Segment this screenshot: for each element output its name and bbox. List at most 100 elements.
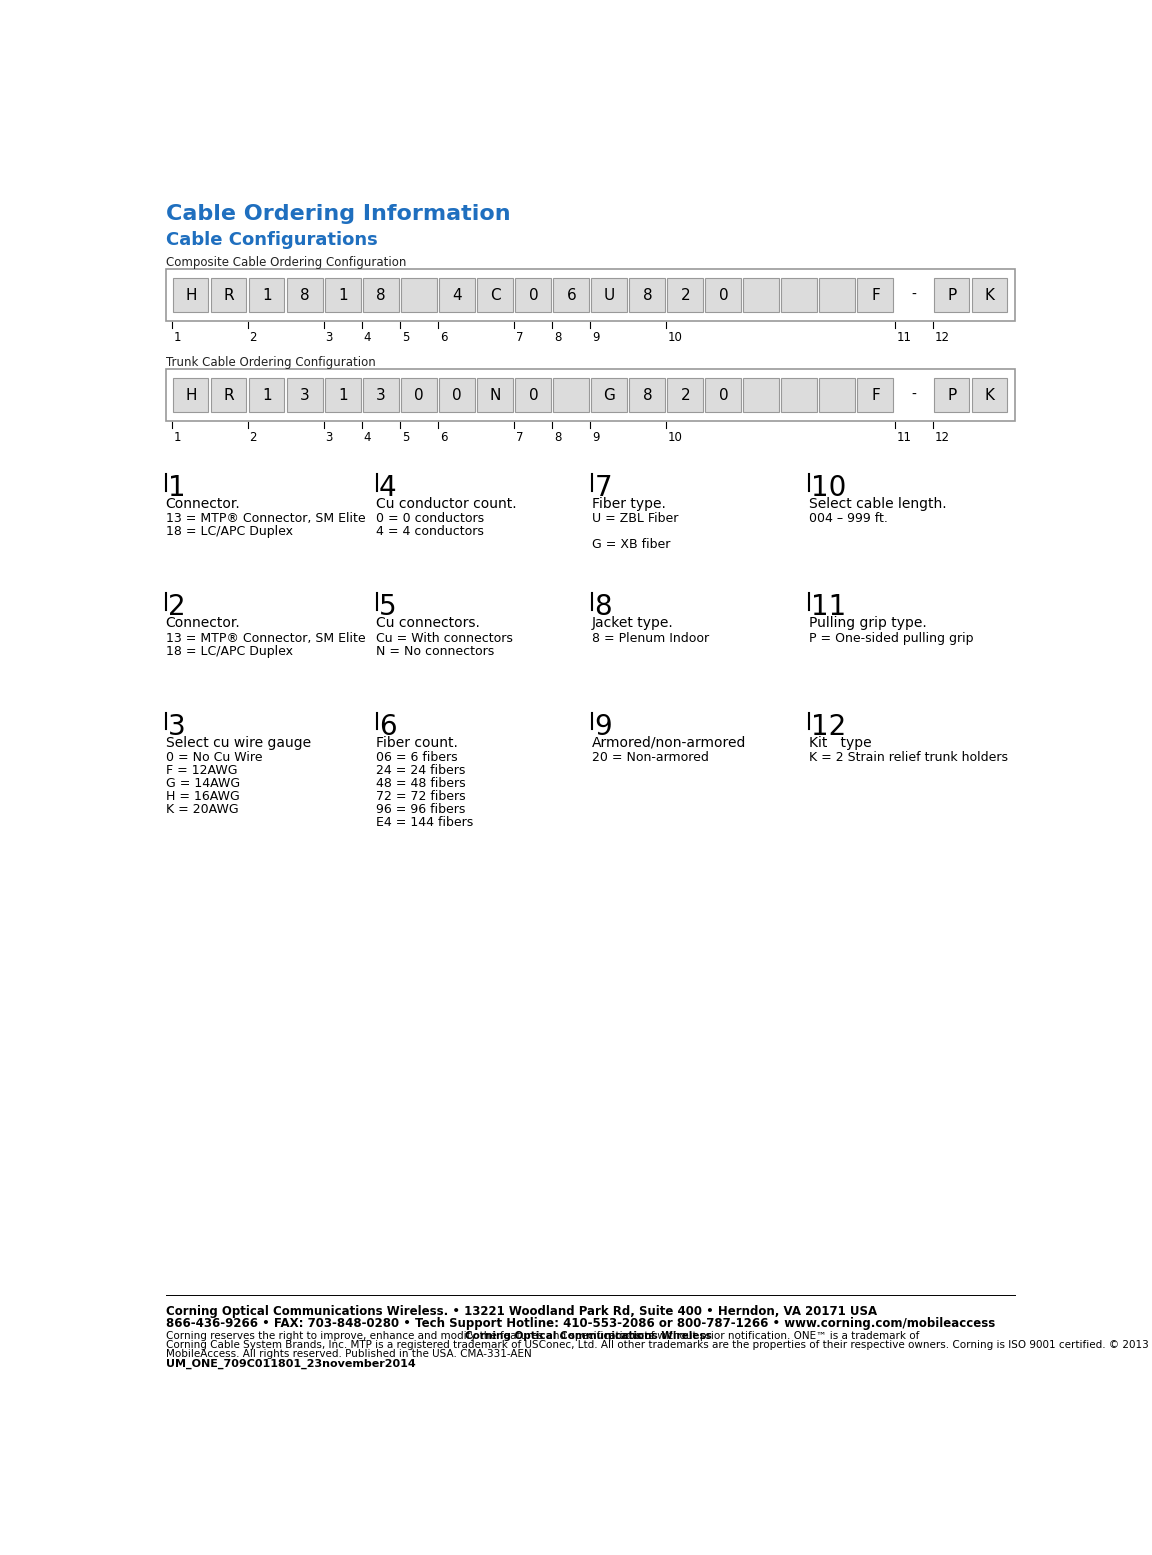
Text: 0: 0 bbox=[453, 387, 462, 403]
Text: Corning Optical Communications Wireless: Corning Optical Communications Wireless bbox=[464, 1331, 712, 1340]
Text: 24 = 24 fibers: 24 = 24 fibers bbox=[377, 764, 465, 778]
Text: Select cable length.: Select cable length. bbox=[809, 498, 947, 512]
Text: 8 = Plenum Indoor: 8 = Plenum Indoor bbox=[592, 631, 710, 645]
Text: 2: 2 bbox=[168, 592, 185, 620]
Text: U = ZBL Fiber: U = ZBL Fiber bbox=[592, 512, 679, 526]
Text: 2: 2 bbox=[250, 431, 257, 443]
Bar bbox=[477, 378, 513, 412]
Bar bbox=[477, 278, 513, 313]
Bar bbox=[667, 278, 703, 313]
Text: Corning reserves the right to improve, enhance and modify the features and speci: Corning reserves the right to improve, e… bbox=[166, 1331, 658, 1340]
Bar bbox=[781, 278, 817, 313]
Text: 12: 12 bbox=[811, 712, 847, 740]
Text: 4 = 4 conductors: 4 = 4 conductors bbox=[377, 526, 484, 538]
Text: 4: 4 bbox=[364, 431, 371, 443]
Text: Select cu wire gauge: Select cu wire gauge bbox=[166, 736, 311, 750]
Text: 3: 3 bbox=[377, 387, 386, 403]
Bar bbox=[553, 278, 589, 313]
Text: 11: 11 bbox=[896, 331, 911, 344]
Text: E4 = 144 fibers: E4 = 144 fibers bbox=[377, 816, 473, 829]
Bar bbox=[249, 278, 285, 313]
Text: K: K bbox=[985, 288, 995, 303]
Text: 10: 10 bbox=[811, 474, 847, 502]
Text: 9: 9 bbox=[592, 331, 599, 344]
Bar bbox=[515, 378, 551, 412]
Text: 96 = 96 fibers: 96 = 96 fibers bbox=[377, 804, 465, 816]
Text: P = One-sided pulling grip: P = One-sided pulling grip bbox=[809, 631, 973, 645]
Text: Pulling grip type.: Pulling grip type. bbox=[809, 616, 926, 630]
Bar bbox=[553, 378, 589, 412]
Text: Connector.: Connector. bbox=[166, 616, 241, 630]
Text: MobileAccess. All rights reserved. Published in the USA. CMA-331-AEN: MobileAccess. All rights reserved. Publi… bbox=[166, 1350, 531, 1359]
Text: 13 = MTP® Connector, SM Elite: 13 = MTP® Connector, SM Elite bbox=[166, 631, 365, 645]
Bar bbox=[166, 369, 1015, 421]
Text: 6: 6 bbox=[440, 431, 447, 443]
Text: 72 = 72 fibers: 72 = 72 fibers bbox=[377, 790, 467, 804]
Text: 8: 8 bbox=[554, 431, 561, 443]
Text: F: F bbox=[871, 288, 880, 303]
Text: Composite Cable Ordering Configuration: Composite Cable Ordering Configuration bbox=[166, 257, 406, 269]
Bar bbox=[819, 278, 855, 313]
Text: 10: 10 bbox=[668, 431, 683, 443]
Bar bbox=[971, 278, 1007, 313]
Text: 18 = LC/APC Duplex: 18 = LC/APC Duplex bbox=[166, 526, 293, 538]
Text: 1: 1 bbox=[339, 288, 348, 303]
Bar bbox=[591, 378, 627, 412]
Bar bbox=[629, 378, 665, 412]
Text: Fiber count.: Fiber count. bbox=[377, 736, 458, 750]
Text: K = 20AWG: K = 20AWG bbox=[166, 804, 238, 816]
Text: 5: 5 bbox=[379, 592, 396, 620]
Text: 06 = 6 fibers: 06 = 6 fibers bbox=[377, 751, 458, 764]
Text: C: C bbox=[490, 288, 501, 303]
Text: Corning Optical Communications Wireless. • 13221 Woodland Park Rd, Suite 400 • H: Corning Optical Communications Wireless.… bbox=[166, 1305, 877, 1317]
Text: 4: 4 bbox=[453, 288, 462, 303]
Text: F = 12AWG: F = 12AWG bbox=[166, 764, 237, 778]
Text: 6: 6 bbox=[379, 712, 396, 740]
Text: 48 = 48 fibers: 48 = 48 fibers bbox=[377, 778, 467, 790]
Text: R: R bbox=[223, 387, 234, 403]
Text: H = 16AWG: H = 16AWG bbox=[166, 790, 240, 804]
Bar bbox=[743, 278, 779, 313]
Text: 3: 3 bbox=[168, 712, 185, 740]
Bar bbox=[401, 378, 437, 412]
Text: 12: 12 bbox=[934, 431, 949, 443]
Text: H: H bbox=[185, 288, 197, 303]
Text: Trunk Cable Ordering Configuration: Trunk Cable Ordering Configuration bbox=[166, 356, 376, 369]
Text: -: - bbox=[911, 389, 916, 403]
Text: 2: 2 bbox=[250, 331, 257, 344]
Text: 8: 8 bbox=[301, 288, 310, 303]
Text: 1: 1 bbox=[174, 331, 181, 344]
Text: 8: 8 bbox=[594, 592, 612, 620]
Bar bbox=[401, 278, 437, 313]
Text: Cable Configurations: Cable Configurations bbox=[166, 232, 378, 249]
Text: 3: 3 bbox=[326, 331, 333, 344]
Text: 8: 8 bbox=[643, 288, 652, 303]
Text: 0: 0 bbox=[529, 387, 538, 403]
Bar bbox=[515, 278, 551, 313]
Text: 11: 11 bbox=[811, 592, 847, 620]
Text: 7: 7 bbox=[516, 331, 523, 344]
Text: 0: 0 bbox=[529, 288, 538, 303]
Text: products without prior notification. ONE™ is a trademark of: products without prior notification. ONE… bbox=[605, 1331, 919, 1340]
Text: 0: 0 bbox=[415, 387, 424, 403]
Bar bbox=[211, 278, 247, 313]
Bar bbox=[173, 278, 209, 313]
Text: 2: 2 bbox=[681, 387, 690, 403]
Text: K: K bbox=[985, 387, 995, 403]
Bar bbox=[591, 278, 627, 313]
Bar bbox=[325, 278, 361, 313]
Bar bbox=[287, 378, 323, 412]
Text: Cu = With connectors: Cu = With connectors bbox=[377, 631, 514, 645]
Text: 20 = Non-armored: 20 = Non-armored bbox=[592, 751, 708, 764]
Text: 4: 4 bbox=[364, 331, 371, 344]
Text: Cable Ordering Information: Cable Ordering Information bbox=[166, 204, 510, 224]
Bar bbox=[363, 378, 399, 412]
Bar bbox=[439, 278, 475, 313]
Text: 5: 5 bbox=[402, 331, 409, 344]
Text: 11: 11 bbox=[896, 431, 911, 443]
Bar bbox=[933, 278, 969, 313]
Text: H: H bbox=[185, 387, 197, 403]
Bar bbox=[971, 378, 1007, 412]
Bar bbox=[857, 278, 893, 313]
Text: 3: 3 bbox=[301, 387, 310, 403]
